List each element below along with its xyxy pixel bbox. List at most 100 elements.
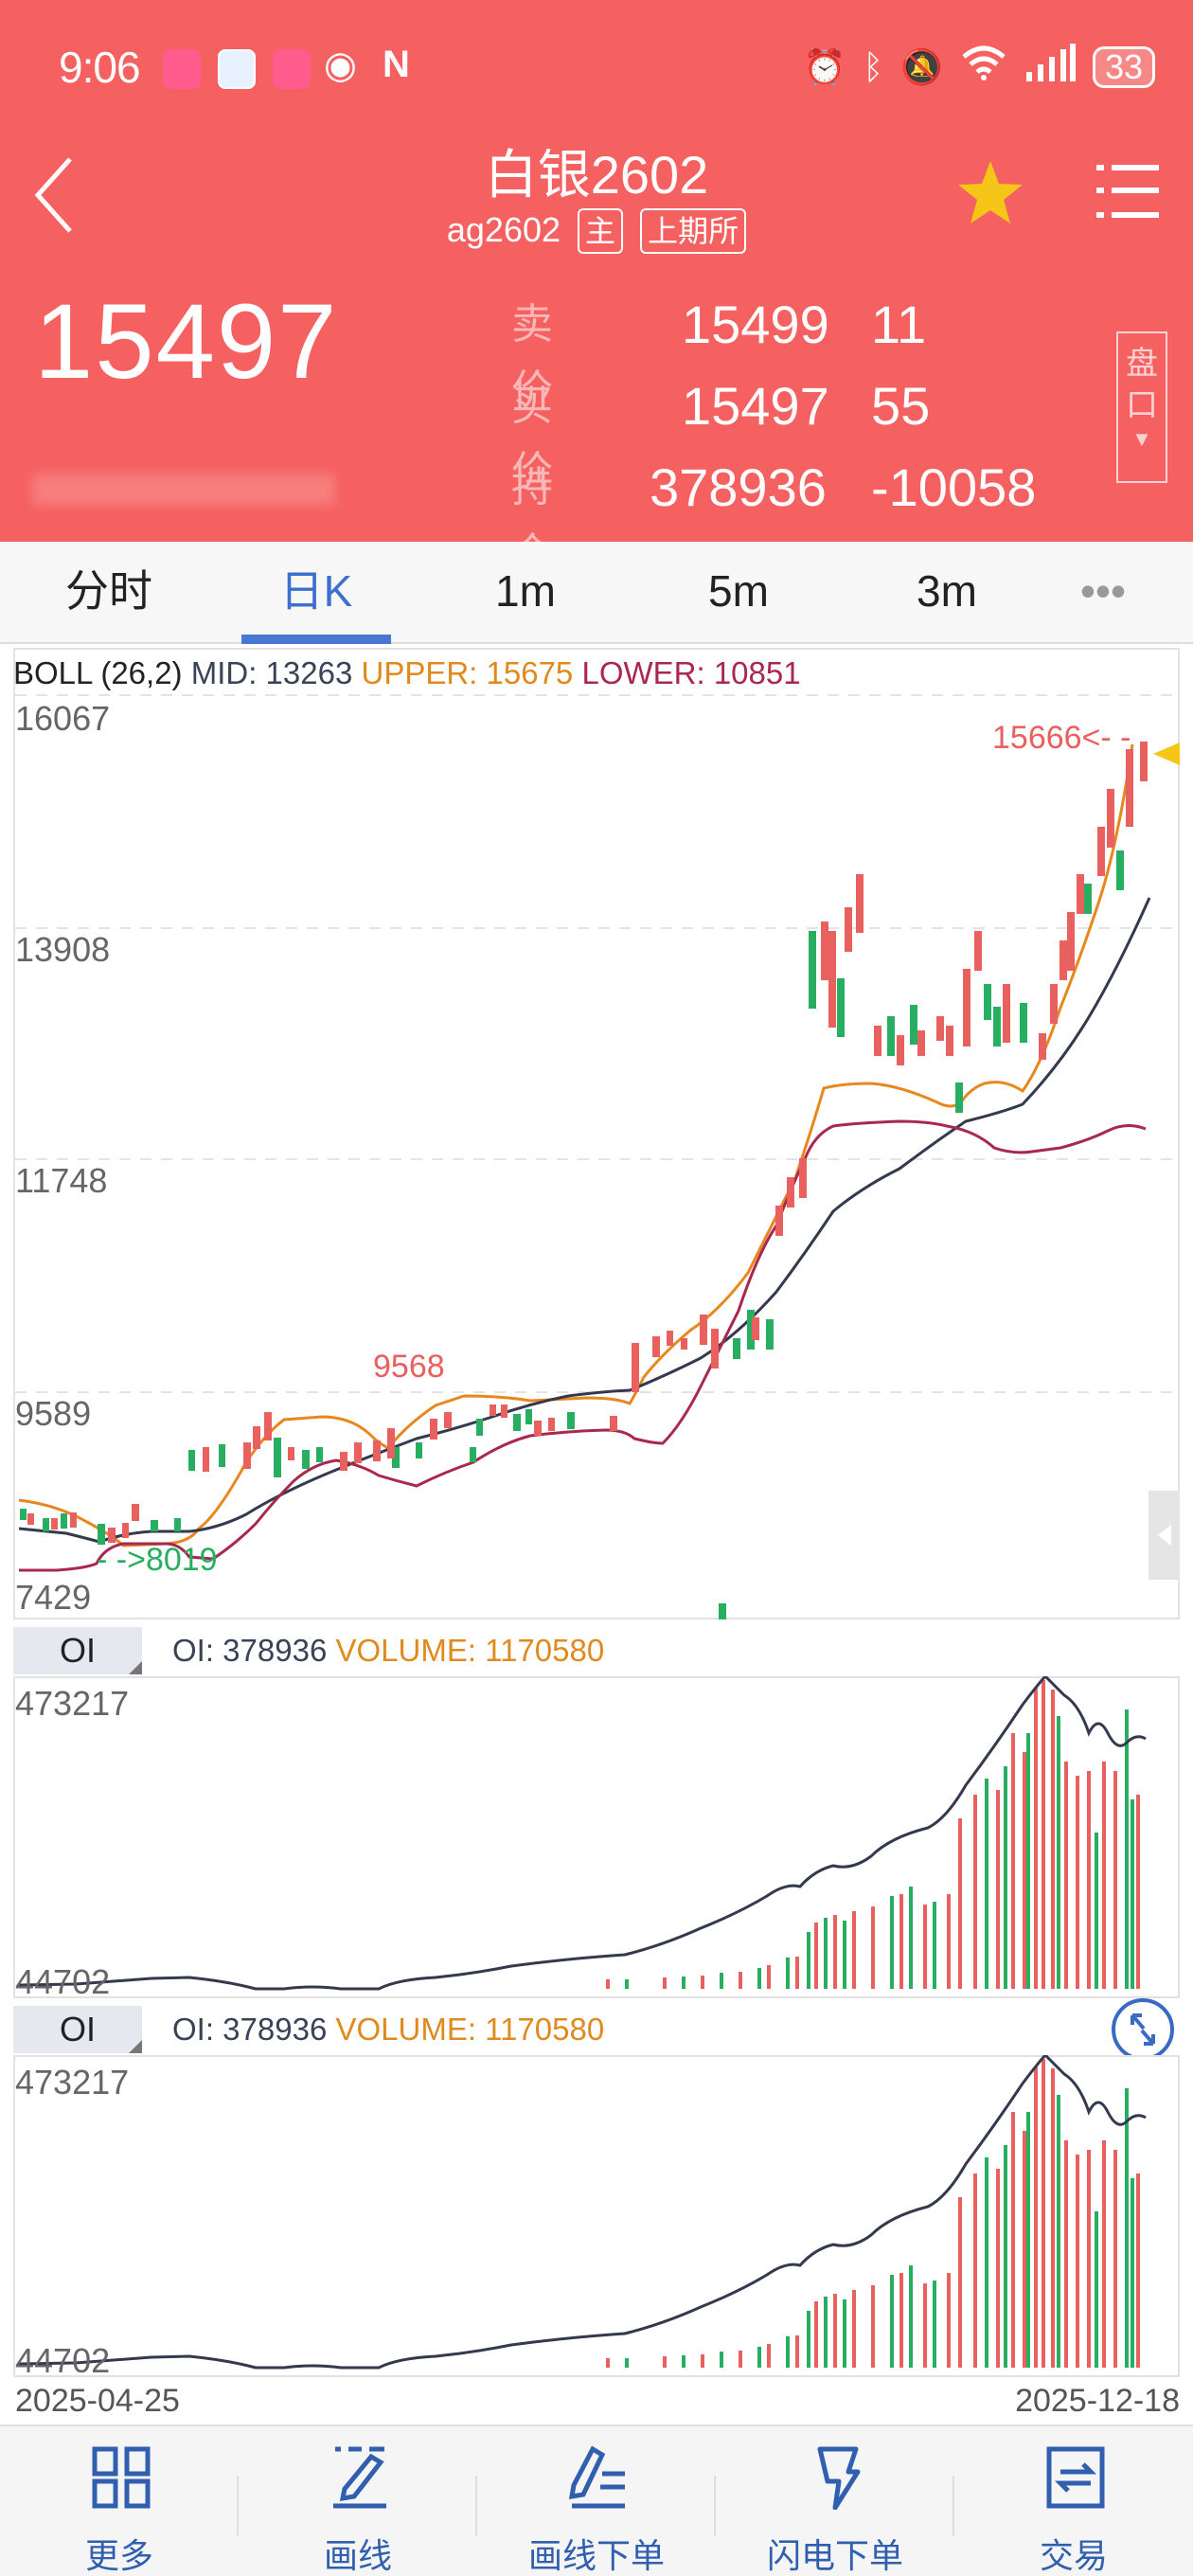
- pen-line-icon: [333, 2446, 386, 2509]
- status-icons: ⏰ ᛒ 🔕 33: [804, 44, 1155, 90]
- y-tick-1: 13908: [15, 930, 111, 969]
- x-axis-start-date: 2025-04-25: [15, 2383, 180, 2419]
- x-axis-end-date: 2025-12-18: [1015, 2383, 1180, 2419]
- menu-button[interactable]: [1096, 163, 1159, 220]
- sub-indicator-tab-2[interactable]: OI: [13, 2006, 142, 2053]
- boll-mid-value: MID: 13263: [190, 655, 353, 690]
- oi-value-2: OI: 378936: [172, 2012, 328, 2047]
- contract-title: 白银2602: [484, 145, 709, 205]
- period-tabs: 分时 日K 1m 5m 3m •••: [0, 542, 1193, 644]
- trade-button[interactable]: 交易: [954, 2426, 1193, 2576]
- genflow-app-icon: [218, 49, 256, 89]
- alarm-icon: ⏰: [803, 46, 846, 86]
- order-book-toggle[interactable]: 盘 口 ▼: [1116, 331, 1167, 483]
- more-label: 更多: [84, 2536, 153, 2575]
- sub-indicator-tab-1[interactable]: OI: [13, 1627, 142, 1674]
- mute-icon: 🔕: [900, 46, 943, 86]
- oi-value: 378936: [650, 457, 827, 517]
- main-contract-tag: 主: [578, 208, 624, 254]
- ask-volume: 11: [871, 295, 927, 354]
- local-high-annotation: 9568: [373, 1349, 445, 1385]
- contract-subtitle: ag2602 主 上期所: [0, 208, 1193, 254]
- oi-chart-canvas-1: [18, 1676, 1147, 1991]
- tab-daily-k[interactable]: 日K: [279, 566, 353, 616]
- more-periods-button[interactable]: •••: [1079, 566, 1127, 616]
- draw-line-order-button[interactable]: 画线下单: [477, 2426, 716, 2576]
- contract-code: ag2602: [446, 210, 561, 249]
- tab-1m[interactable]: 1m: [495, 566, 556, 616]
- volume-value-2: VOLUME: 1170580: [335, 2012, 605, 2047]
- bid-volume: 55: [871, 376, 931, 436]
- current-price-marker: [1153, 742, 1180, 765]
- eye-icon: ◉: [324, 45, 357, 86]
- wifi-icon: [960, 44, 1007, 90]
- signal-icon: [1024, 44, 1076, 90]
- lightning-icon: [817, 2446, 861, 2510]
- chevron-left-icon: [34, 157, 72, 233]
- oi-chart-canvas-2: [18, 2055, 1147, 2370]
- volume-value-1: VOLUME: 1170580: [335, 1633, 605, 1668]
- order-book-label-1: 盘: [1126, 346, 1158, 382]
- volume-bars: [606, 2059, 1140, 2368]
- volume-bars: [606, 1680, 1140, 1989]
- toolbar-divider: [475, 2476, 477, 2536]
- draw-line-label: 画线: [323, 2536, 392, 2575]
- active-tab-indicator: [241, 635, 391, 644]
- low-annotation: - ->8019: [97, 1542, 218, 1578]
- status-time: 9:06: [59, 43, 141, 92]
- trade-label: 交易: [1039, 2536, 1108, 2575]
- boll-legend: BOLL (26,2) MID: 13263 UPPER: 15675 LOWE…: [13, 655, 801, 691]
- oi-y-max-1: 473217: [15, 1684, 130, 1723]
- bid-price: 15497: [682, 376, 829, 436]
- last-price: 15497: [34, 282, 339, 401]
- pen-order-icon: [568, 2445, 625, 2509]
- flash-order-label: 闪电下单: [766, 2536, 903, 2575]
- favorite-button[interactable]: [956, 159, 1024, 225]
- bid-label: 买价: [511, 383, 553, 495]
- back-button[interactable]: [27, 152, 83, 237]
- order-book-label-2: 口: [1126, 387, 1158, 423]
- expand-arrows-icon: [1131, 2013, 1155, 2046]
- grid-icon: [92, 2446, 151, 2509]
- triangle-left-icon: [1158, 1525, 1171, 1546]
- high-annotation: 15666<- -: [992, 720, 1131, 756]
- boll-lower-value: LOWER: 10851: [581, 655, 801, 690]
- boll-indicator-label: BOLL (26,2): [13, 655, 183, 690]
- bilibili-app-icon: [273, 49, 311, 89]
- tab-5m[interactable]: 5m: [708, 566, 769, 616]
- oi-y-min-1: 44702: [15, 1962, 111, 2001]
- caret-down-icon: ▼: [1131, 427, 1152, 451]
- toolbar-divider: [237, 2476, 239, 2536]
- battery-indicator: 33: [1092, 45, 1155, 88]
- y-tick-2: 11748: [15, 1161, 108, 1200]
- kline-chart-canvas: [15, 694, 1180, 1619]
- more-button[interactable]: 更多: [0, 2426, 239, 2576]
- expand-chart-button[interactable]: [1112, 1998, 1174, 2061]
- oi-legend-2: OI: 378936 VOLUME: 1170580: [172, 2012, 604, 2048]
- bluetooth-icon: ᛒ: [863, 46, 884, 86]
- oi-value-1: OI: 378936: [172, 1633, 328, 1668]
- candles: [20, 742, 1148, 1619]
- boll-upper-value: UPPER: 15675: [361, 655, 574, 690]
- price-change-blurred: [32, 474, 335, 506]
- tab-3m[interactable]: 3m: [917, 566, 977, 616]
- y-tick-3: 9589: [15, 1394, 92, 1433]
- side-drawer-handle[interactable]: [1148, 1491, 1180, 1580]
- status-bar: 9:06 ◉ N ⏰ ᛒ 🔕 33: [0, 38, 1193, 100]
- oi-change: -10058: [871, 457, 1037, 517]
- draw-line-button[interactable]: 画线: [239, 2426, 477, 2576]
- ask-label: 卖价: [511, 301, 553, 414]
- exchange-icon: [1046, 2446, 1105, 2509]
- oi-y-max-2: 473217: [15, 2063, 130, 2102]
- ask-price: 15499: [682, 295, 829, 354]
- oi-y-min-2: 44702: [15, 2341, 111, 2380]
- tab-timeshare[interactable]: 分时: [65, 566, 152, 616]
- exchange-tag: 上期所: [640, 208, 747, 254]
- oi-legend-1: OI: 378936 VOLUME: 1170580: [172, 1633, 604, 1669]
- toolbar-divider: [953, 2476, 954, 2536]
- flash-order-button[interactable]: 闪电下单: [716, 2426, 954, 2576]
- toolbar-divider: [714, 2476, 716, 2536]
- bottom-toolbar: 更多 画线 画线下单 闪电下单 交易: [0, 2424, 1193, 2576]
- draw-line-order-label: 画线下单: [527, 2536, 665, 2575]
- star-icon: [958, 161, 1023, 224]
